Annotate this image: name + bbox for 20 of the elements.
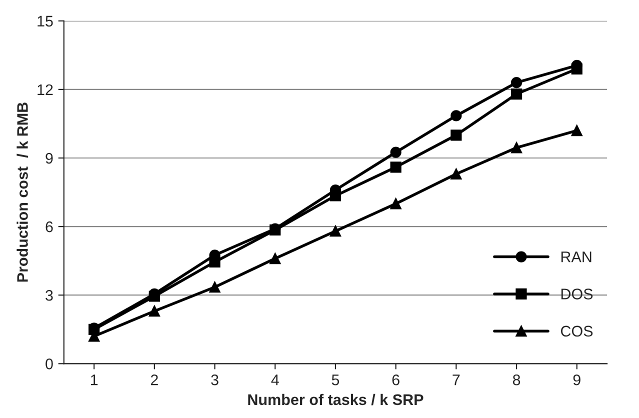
y-tick-label: 6 [46,221,53,232]
x-tick-label: 2 [150,374,158,386]
x-tick-label: 9 [573,374,580,386]
x-tick-label: 8 [512,374,520,386]
legend-label: COS [560,326,593,337]
y-tick-label: 0 [46,358,53,370]
y-axis-title: Production cost / k RMB [16,102,28,282]
x-axis-title: Number of tasks / k SRP [248,394,424,406]
y-tick-label: 3 [46,290,53,301]
y-tick-label: 15 [38,16,53,27]
x-tick-label: 3 [211,374,218,386]
x-tick-label: 1 [90,374,98,386]
x-tick-label: 5 [332,374,340,386]
x-tick-label: 7 [452,374,460,386]
legend-label: RAN [561,252,592,262]
y-tick-label: 9 [46,152,53,164]
x-tick-label: 4 [271,374,279,386]
x-tick-label: 6 [392,374,400,386]
y-tick-label: 12 [38,84,53,95]
legend-label: DOS [561,288,593,300]
